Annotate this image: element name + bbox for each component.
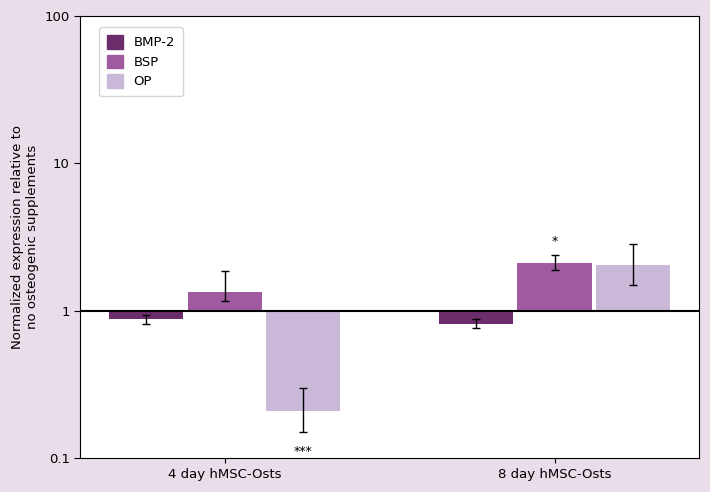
Bar	[187, 292, 262, 311]
Bar	[266, 311, 340, 411]
Bar	[439, 311, 513, 324]
Legend: BMP-2, BSP, OP: BMP-2, BSP, OP	[99, 27, 183, 96]
Text: ***: ***	[294, 445, 312, 458]
Text: *: *	[552, 235, 557, 248]
Bar	[518, 263, 591, 311]
Y-axis label: Normalized expression relative to
no osteogenic supplements: Normalized expression relative to no ost…	[11, 125, 39, 349]
Bar	[596, 265, 670, 311]
Bar	[109, 311, 183, 319]
